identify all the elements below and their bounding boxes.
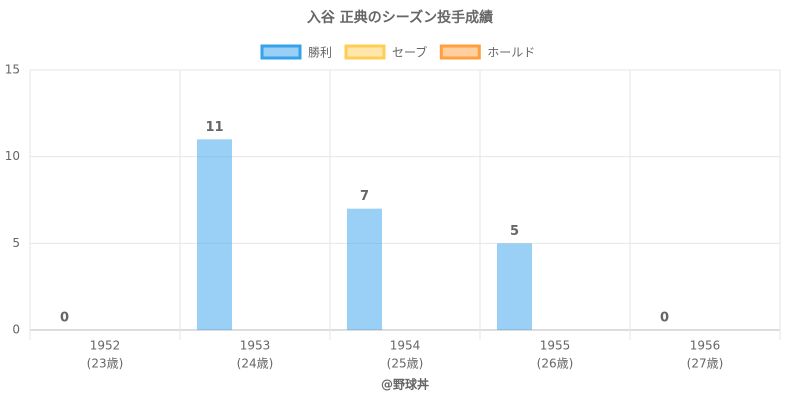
- y-tick-label: 0: [12, 323, 20, 337]
- legend-swatch: [344, 44, 386, 60]
- bar: [497, 243, 532, 330]
- legend-swatch: [260, 44, 302, 60]
- legend-label: 勝利: [308, 45, 332, 60]
- data-label: 7: [360, 189, 369, 204]
- x-tick-label: (27歳): [687, 357, 724, 371]
- legend-label: ホールド: [487, 46, 535, 60]
- x-tick-label: (25歳): [387, 357, 424, 371]
- legend-label: セーブ: [392, 45, 427, 60]
- y-tick-label: 10: [5, 149, 20, 163]
- data-label: 5: [510, 224, 519, 239]
- x-tick-label: (23歳): [87, 357, 124, 371]
- x-tick-label: 1952: [90, 339, 121, 353]
- chart-title: 入谷 正典のシーズン投手成績: [307, 9, 493, 26]
- y-tick-label: 5: [12, 236, 20, 250]
- x-axis-title: @野球丼: [381, 377, 429, 392]
- data-label: 0: [60, 311, 69, 326]
- x-tick-label: 1955: [540, 339, 571, 353]
- x-tick-label: 1953: [240, 339, 271, 353]
- bar: [197, 139, 232, 330]
- x-tick-label: (24歳): [237, 357, 274, 371]
- x-tick-label: 1956: [690, 339, 721, 353]
- bar: [347, 208, 382, 330]
- data-label: 0: [660, 311, 669, 326]
- x-tick-label: (26歳): [537, 357, 574, 371]
- y-tick-label: 15: [5, 63, 20, 77]
- x-tick-label: 1954: [390, 339, 421, 353]
- legend-swatch: [439, 44, 481, 60]
- data-label: 11: [205, 120, 223, 135]
